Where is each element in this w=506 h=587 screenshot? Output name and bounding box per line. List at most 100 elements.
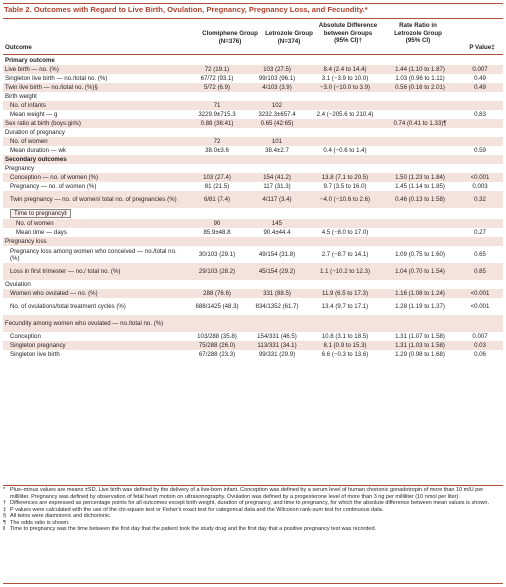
outcome-label: Pregnancy <box>5 165 35 172</box>
rate-ratio-cell: 1.31 (1.03 to 1.58) <box>383 341 457 350</box>
difference-cell: 6.6 (−0.3 to 13.6) <box>321 351 369 358</box>
outcome-label: Pregnancy — no. of women (%) <box>10 183 97 190</box>
clomiphene-cell: 75/288 (26.0) <box>187 341 247 350</box>
p-value-cell <box>457 128 503 137</box>
table-row: Time to pregnancy‖ <box>3 208 503 219</box>
outcome-label: Women who ovulated — no. (%) <box>3 289 187 298</box>
letrozole-cell: 4/103 (3.9) <box>247 83 307 92</box>
table-row: Pregnancy loss <box>3 237 503 246</box>
table-row: Duration of pregnancy <box>3 128 503 137</box>
rate-ratio-cell: 1.29 (0.98 to 1.68) <box>395 351 445 358</box>
letrozole-cell: 4/117 (3.4) <box>247 191 307 208</box>
clomiphene-cell: 288 (76.6) <box>187 289 247 298</box>
outcome-label: Mean time — days <box>16 229 67 236</box>
clomiphene-cell <box>187 208 247 219</box>
difference-cell <box>307 101 383 110</box>
difference-cell: 3.1 (−3.9 to 10.0) <box>321 75 369 82</box>
letrozole-cell: 38.4±2.7 <box>265 147 289 154</box>
outcome-label: Pregnancy loss <box>3 237 187 246</box>
footnote: † Differences are expressed as percentage… <box>3 500 503 507</box>
letrozole-cell <box>247 56 307 65</box>
difference-cell <box>307 128 383 137</box>
letrozole-cell: 154/331 (46.5) <box>257 333 297 340</box>
letrozole-cell: 154 (41.2) <box>247 173 307 182</box>
outcome-label: No. of women <box>3 219 187 228</box>
table-row: Twin pregnancy — no. of women/ total no.… <box>3 191 503 208</box>
p-value-cell <box>457 101 503 110</box>
difference-cell: 10.8 (3.1 to 18.5) <box>321 333 369 340</box>
difference-cell <box>307 164 383 173</box>
clomiphene-cell: 688/1425 (48.3) <box>195 303 239 310</box>
footnote-mark: § <box>3 513 7 519</box>
rate-ratio-cell <box>383 155 457 164</box>
difference-cell: 11.9 (6.5 to 17.3) <box>307 289 383 298</box>
bottom-rule <box>3 583 503 584</box>
outcome-label: No. of ovulations/total treatment cycles… <box>10 303 126 310</box>
p-value-cell: 0.007 <box>472 333 488 340</box>
footnote-text: Differences are expressed as percentage … <box>10 500 489 506</box>
outcome-label: Singleton pregnancy <box>3 341 187 350</box>
difference-cell <box>307 280 383 289</box>
clomiphene-cell: 81 (21.5) <box>204 183 230 190</box>
outcome-label: Mean duration — wk <box>10 147 66 154</box>
difference-cell <box>307 137 383 146</box>
difference-cell: 13.8 (7.1 to 20.5) <box>307 173 383 182</box>
table-row: Mean weight — g 3229.9±715.3 3232.3±657.4 2… <box>3 110 503 119</box>
p-value-cell: 0.03 <box>457 341 503 350</box>
outcome-label: Pregnancy loss among women who conceived… <box>10 247 177 262</box>
letrozole-cell: 101 <box>247 137 307 146</box>
difference-cell: 4.5 (−8.0 to 17.0) <box>321 229 369 236</box>
footnote-mark: * <box>3 487 6 493</box>
table-row: No. of ovulations/total treatment cycles… <box>3 298 503 315</box>
p-value-cell: <0.001 <box>457 173 503 182</box>
header-absdiff-line2: between Groups <box>323 29 373 37</box>
letrozole-cell: 113/331 (34.1) <box>247 341 307 350</box>
p-value-cell: 0.06 <box>474 351 486 358</box>
rate-ratio-cell: 1.04 (0.70 to 1.54) <box>383 263 457 280</box>
header-letrozole: Letrozole Group (N=374) <box>244 30 334 45</box>
section-row: Primary outcome <box>3 56 503 65</box>
difference-cell <box>307 119 383 128</box>
rate-ratio-cell <box>383 137 457 146</box>
clomiphene-cell: 67/72 (93.1) <box>200 75 234 82</box>
p-value-cell: <0.001 <box>470 303 490 310</box>
letrozole-cell: 45/154 (29.2) <box>247 263 307 280</box>
p-value-cell <box>457 155 503 164</box>
p-value-cell <box>457 137 503 146</box>
difference-cell: −4.0 (−10.6 to 2.6) <box>307 191 383 208</box>
header-absolute-difference: Absolute Difference between Groups (95% … <box>303 22 393 45</box>
footnote-text: The odds ratio is shown. <box>10 519 70 526</box>
table-row: Women who ovulated — no. (%) 288 (76.6) 33… <box>3 289 503 298</box>
table-row: Loss in first trimester — no./ total no.… <box>3 263 503 280</box>
p-value-cell: 0.007 <box>457 65 503 74</box>
letrozole-cell: 0.65 (42:65) <box>247 119 307 128</box>
letrozole-cell <box>247 208 307 219</box>
outcome-label: Loss in first trimester — no./ total no.… <box>3 263 187 280</box>
table-row: No. of women 72 101 <box>3 137 503 146</box>
outcome-label: Secondary outcomes <box>3 155 187 164</box>
p-value-cell <box>457 164 503 173</box>
clomiphene-cell: 72 <box>187 137 247 146</box>
table-row: Conception 103/288 (35.8) 154/331 (46.5) 10… <box>3 332 503 341</box>
letrozole-cell: 834/1352 (61.7) <box>255 303 299 310</box>
rate-ratio-cell <box>383 128 457 137</box>
letrozole-cell <box>247 315 307 332</box>
rate-ratio-cell <box>383 315 457 332</box>
outcome-label: Conception — no. of women (%) <box>3 173 187 182</box>
table-row: Conception — no. of women (%) 103 (27.4) 1… <box>3 173 503 182</box>
clomiphene-cell: 71 <box>187 101 247 110</box>
clomiphene-cell <box>187 280 247 289</box>
p-value-cell: 0.003 <box>472 183 488 190</box>
table-row: Singleton pregnancy 75/288 (26.0) 113/331 … <box>3 341 503 350</box>
header-outcome: Outcome <box>5 44 32 51</box>
letrozole-cell: 145 <box>247 219 307 228</box>
clomiphene-cell: 30/103 (29.1) <box>198 251 236 258</box>
outcome-label: No. of women <box>3 137 187 146</box>
clomiphene-cell <box>187 164 247 173</box>
table-row: Birth weight <box>3 92 503 101</box>
letrozole-cell: 3232.3±657.4 <box>258 111 296 118</box>
clomiphene-cell <box>187 315 247 332</box>
letrozole-cell: 331 (88.5) <box>247 289 307 298</box>
outcome-label: Ovulation <box>5 281 31 288</box>
